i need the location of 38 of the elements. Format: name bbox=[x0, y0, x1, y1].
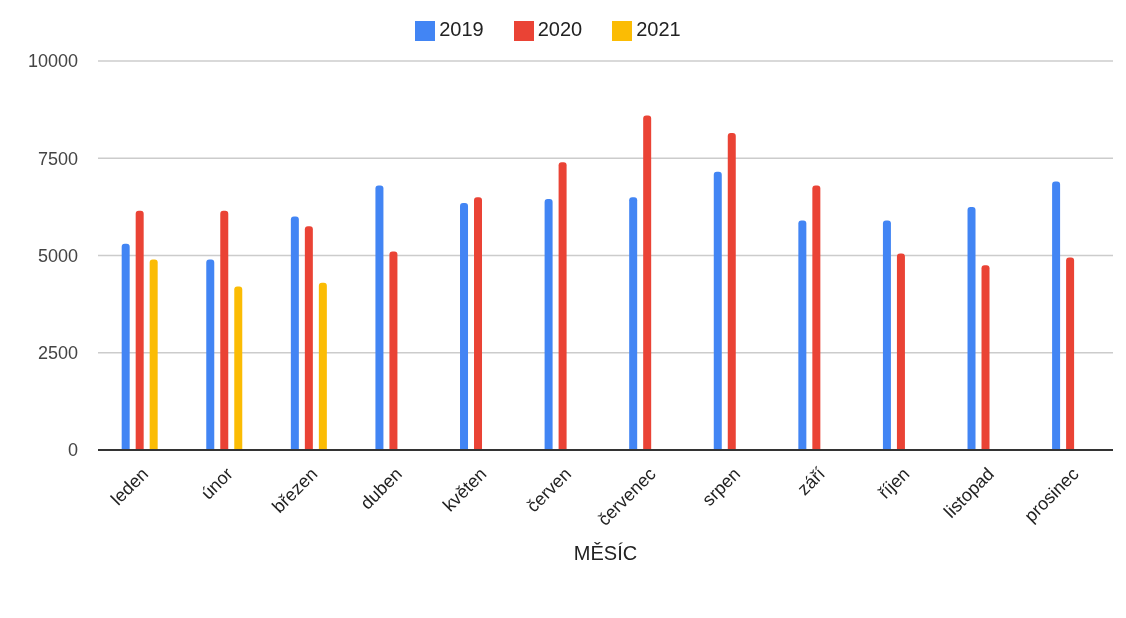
bar bbox=[812, 185, 821, 450]
bar bbox=[629, 197, 638, 450]
bar bbox=[981, 265, 990, 450]
x-axis-title: MĚSÍC bbox=[573, 542, 638, 564]
x-tick-label: září bbox=[793, 463, 829, 500]
bar bbox=[967, 206, 976, 450]
bar bbox=[460, 202, 469, 450]
bar bbox=[643, 115, 652, 450]
bar bbox=[1052, 181, 1061, 450]
bar bbox=[544, 199, 553, 450]
y-tick-label: 7500 bbox=[37, 148, 78, 169]
bar bbox=[135, 210, 144, 450]
bar bbox=[798, 220, 807, 450]
bar bbox=[206, 259, 215, 450]
y-tick-label: 2500 bbox=[37, 343, 78, 364]
bar bbox=[290, 216, 299, 450]
bar bbox=[389, 251, 398, 450]
bar bbox=[1066, 257, 1075, 450]
bar bbox=[882, 220, 891, 450]
legend-label: 2020 bbox=[537, 18, 583, 40]
y-tick-label: 5000 bbox=[37, 245, 78, 266]
x-tick-label: říjen bbox=[874, 463, 914, 503]
bar bbox=[149, 259, 158, 450]
legend-label: 2019 bbox=[439, 18, 484, 40]
bar bbox=[713, 171, 722, 450]
y-tick-label: 0 bbox=[67, 440, 78, 461]
bar bbox=[304, 226, 313, 450]
bar bbox=[727, 132, 736, 450]
bar bbox=[234, 286, 243, 450]
bar bbox=[375, 185, 384, 450]
bar bbox=[558, 162, 567, 450]
bar bbox=[318, 282, 327, 450]
bar bbox=[896, 253, 905, 450]
bar bbox=[121, 243, 130, 450]
legend-label: 2021 bbox=[636, 18, 681, 40]
y-tick-label: 10000 bbox=[27, 51, 78, 72]
bar bbox=[474, 197, 483, 450]
bar bbox=[220, 210, 229, 450]
